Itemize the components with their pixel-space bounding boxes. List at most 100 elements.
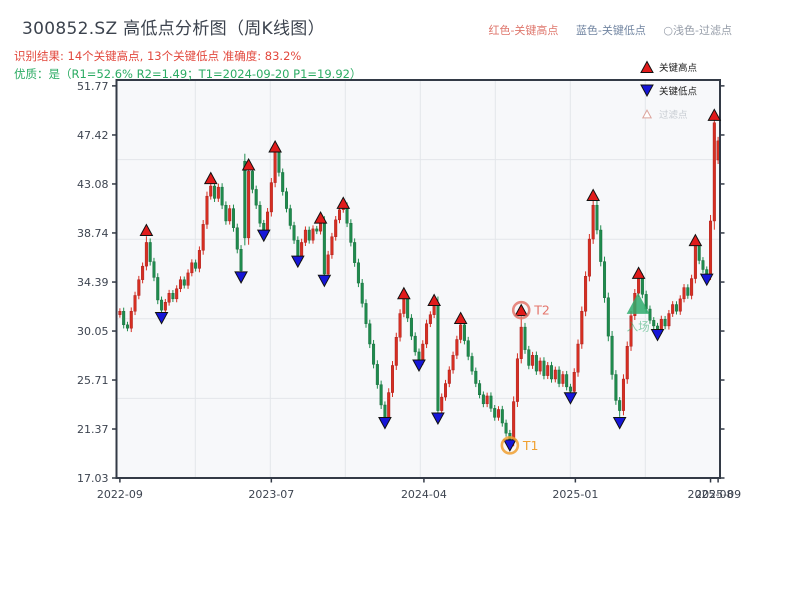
color-key-low: 蓝色-关键低点 xyxy=(575,24,646,37)
key-low-marker xyxy=(431,412,445,426)
candle xyxy=(584,276,588,312)
candle xyxy=(637,277,641,294)
key-high-marker xyxy=(688,233,703,247)
candle xyxy=(144,242,148,267)
candle xyxy=(481,394,485,405)
candle xyxy=(413,335,417,353)
candle xyxy=(122,311,126,326)
candle xyxy=(504,422,508,434)
candle xyxy=(557,369,561,384)
candle xyxy=(432,305,436,315)
key-high-marker xyxy=(707,108,722,121)
key-high-marker xyxy=(336,196,351,209)
key-low-marker xyxy=(699,273,714,287)
candle xyxy=(572,372,576,392)
key-low-marker xyxy=(154,312,169,325)
candle xyxy=(451,355,455,371)
candle xyxy=(307,229,311,241)
key-high-marker xyxy=(139,223,154,237)
candle xyxy=(303,229,307,243)
candle xyxy=(421,343,425,362)
candle xyxy=(462,324,466,341)
candle xyxy=(447,369,451,384)
candle xyxy=(288,208,292,226)
candle xyxy=(538,360,542,372)
y-tick-label: 34.39 xyxy=(77,276,109,289)
candle xyxy=(406,298,410,319)
key-low-marker xyxy=(650,328,665,342)
x-tick-label: 2025-08 xyxy=(688,488,734,501)
key-high-marker xyxy=(427,293,441,306)
candle xyxy=(133,295,137,312)
candle xyxy=(705,269,709,275)
candle xyxy=(409,317,413,337)
candle xyxy=(701,260,705,270)
candle xyxy=(455,339,459,356)
key-low-marker xyxy=(563,392,578,405)
candle xyxy=(337,209,341,221)
entry-triangle xyxy=(626,292,650,314)
legend-item-label: 关键高点 xyxy=(659,62,698,74)
y-tick-label: 17.03 xyxy=(77,472,109,485)
candle xyxy=(659,318,663,331)
candle xyxy=(266,211,270,232)
candle xyxy=(186,272,190,286)
candle xyxy=(614,374,618,401)
candle xyxy=(220,186,224,206)
candle xyxy=(595,204,599,231)
recognition-result-text: 识别结果: 14个关键高点, 13个关键低点 准确度: 83.2% xyxy=(14,49,302,63)
candle xyxy=(156,277,160,301)
key-low-marker xyxy=(612,417,627,430)
color-key-filter: ○浅色-过滤点 xyxy=(663,24,732,37)
key-high-marker xyxy=(586,188,601,202)
candle xyxy=(209,185,213,197)
candle xyxy=(137,279,141,296)
y-tick-label: 21.37 xyxy=(77,423,109,436)
x-tick-label: 2022-09 xyxy=(97,488,143,501)
x-tick-label: 2024-04 xyxy=(401,488,447,501)
t2-label: T2 xyxy=(533,303,550,318)
plot-area xyxy=(116,80,720,478)
candle xyxy=(163,302,167,311)
candle xyxy=(500,409,504,424)
key-high-marker xyxy=(313,211,328,224)
candle xyxy=(171,293,175,300)
t2-circle xyxy=(511,300,531,320)
candle xyxy=(546,365,550,376)
candle xyxy=(160,299,164,311)
quality-text: 优质：是（R1=52.6% R2=1.49；T1=2024-09-20 P1=1… xyxy=(14,67,362,81)
candle xyxy=(493,408,497,418)
candle xyxy=(625,346,629,380)
candle xyxy=(235,227,239,250)
candle xyxy=(470,356,474,372)
candle xyxy=(671,304,675,314)
y-tick-label: 43.08 xyxy=(77,178,109,191)
candle xyxy=(640,277,644,295)
candle xyxy=(224,204,228,222)
candle xyxy=(269,182,273,213)
color-key: 红色-关键高点 蓝色-关键低点 ○浅色-过滤点 xyxy=(474,22,732,38)
candle xyxy=(368,323,372,345)
candle xyxy=(587,238,591,277)
key-high-marker xyxy=(268,139,282,153)
candle xyxy=(148,242,152,262)
candle xyxy=(194,262,198,269)
y-tick-label: 30.05 xyxy=(77,325,109,338)
plot-border xyxy=(115,79,721,479)
candle xyxy=(330,236,334,256)
candle xyxy=(273,151,277,183)
key-high-marker xyxy=(203,171,218,185)
candle xyxy=(315,228,319,232)
candle xyxy=(565,374,569,388)
candle xyxy=(398,313,402,338)
candle xyxy=(485,395,489,405)
candle xyxy=(205,195,209,225)
candle xyxy=(379,384,383,406)
key-high-marker xyxy=(514,303,529,317)
candle xyxy=(489,395,493,409)
key-high-marker xyxy=(631,266,646,279)
candle xyxy=(444,383,448,398)
key-low-marker xyxy=(317,274,332,288)
candle xyxy=(243,160,247,239)
candle xyxy=(394,337,398,366)
